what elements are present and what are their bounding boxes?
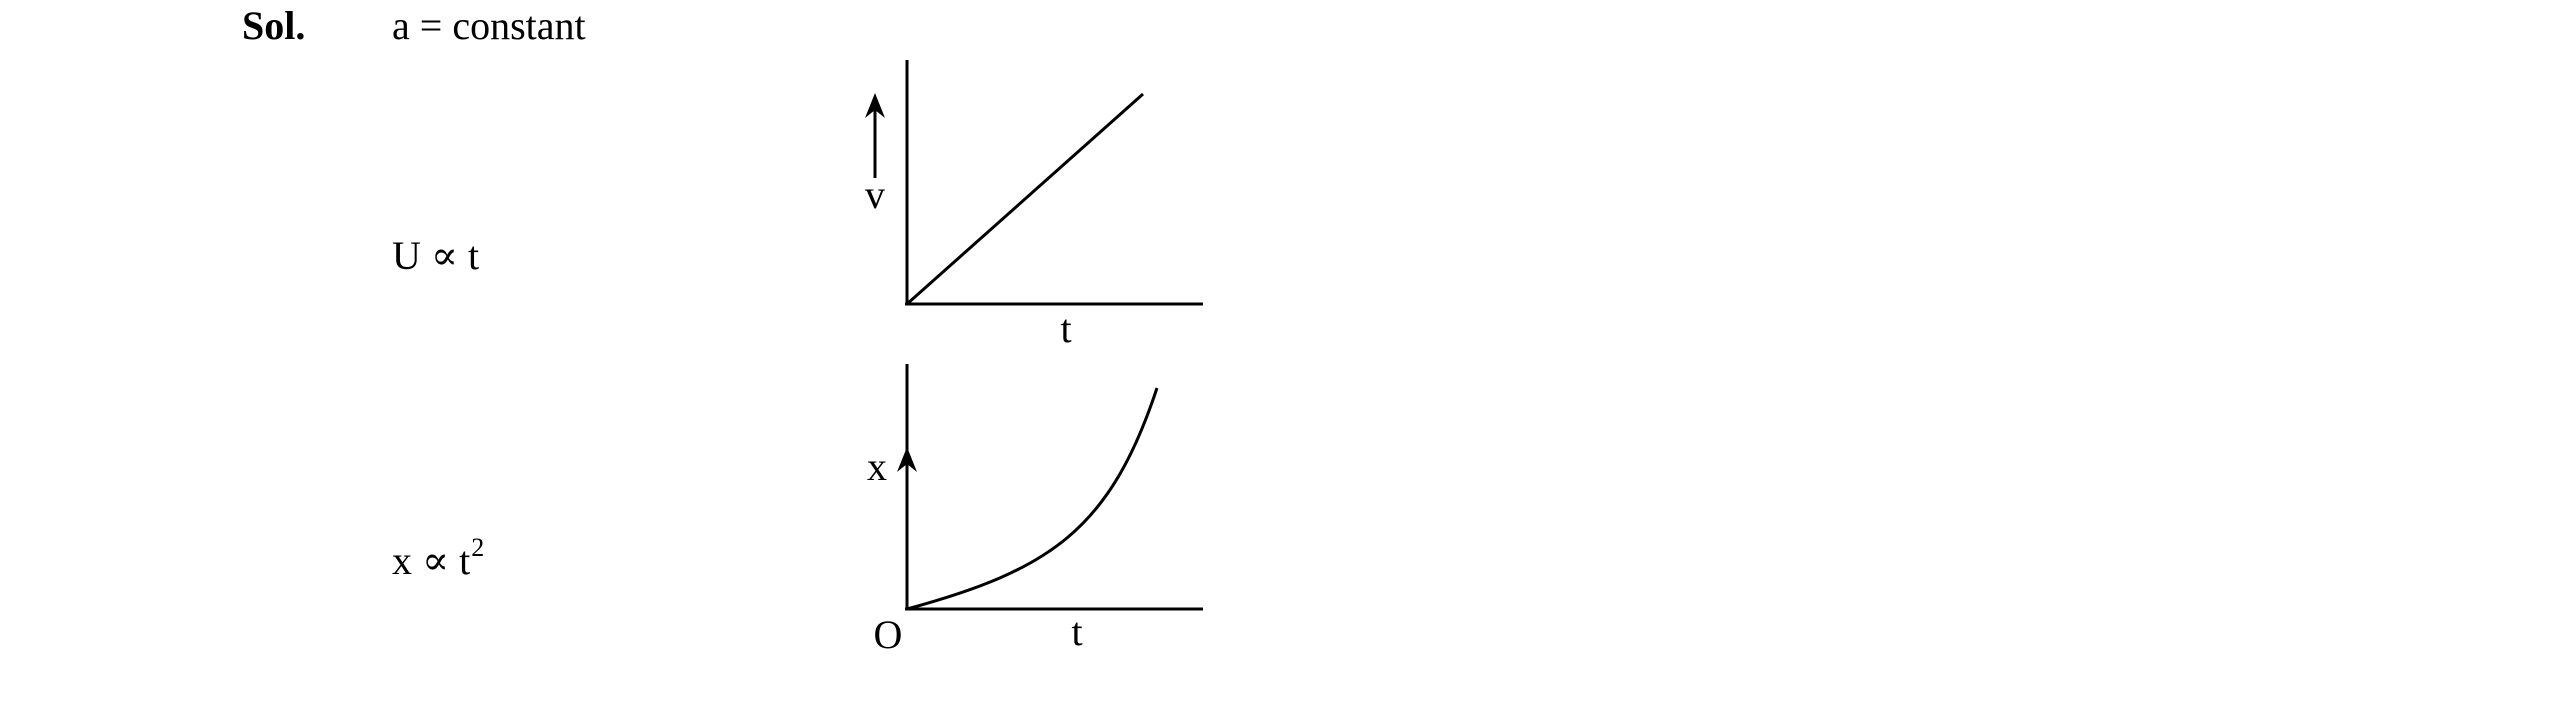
- origin-label: O: [874, 612, 903, 657]
- given-condition: a = constant: [392, 3, 586, 48]
- x-axis-label: x: [867, 444, 887, 489]
- velocity-relation: U ∝ t: [392, 233, 480, 278]
- t-axis-label-2: t: [1071, 609, 1082, 654]
- position-relation-exponent: 2: [471, 533, 485, 562]
- position-curve: [906, 387, 1159, 611]
- position-relation: x ∝ t2: [392, 535, 484, 583]
- position-relation-base: x ∝ t: [392, 538, 471, 583]
- v-axis-label: v: [865, 172, 885, 217]
- up-arrow-icon: [865, 93, 885, 118]
- solution-label: Sol.: [242, 3, 306, 48]
- t-axis-label-1: t: [1060, 306, 1071, 351]
- up-arrow-icon-2: [897, 447, 917, 472]
- velocity-line: [906, 92, 1144, 306]
